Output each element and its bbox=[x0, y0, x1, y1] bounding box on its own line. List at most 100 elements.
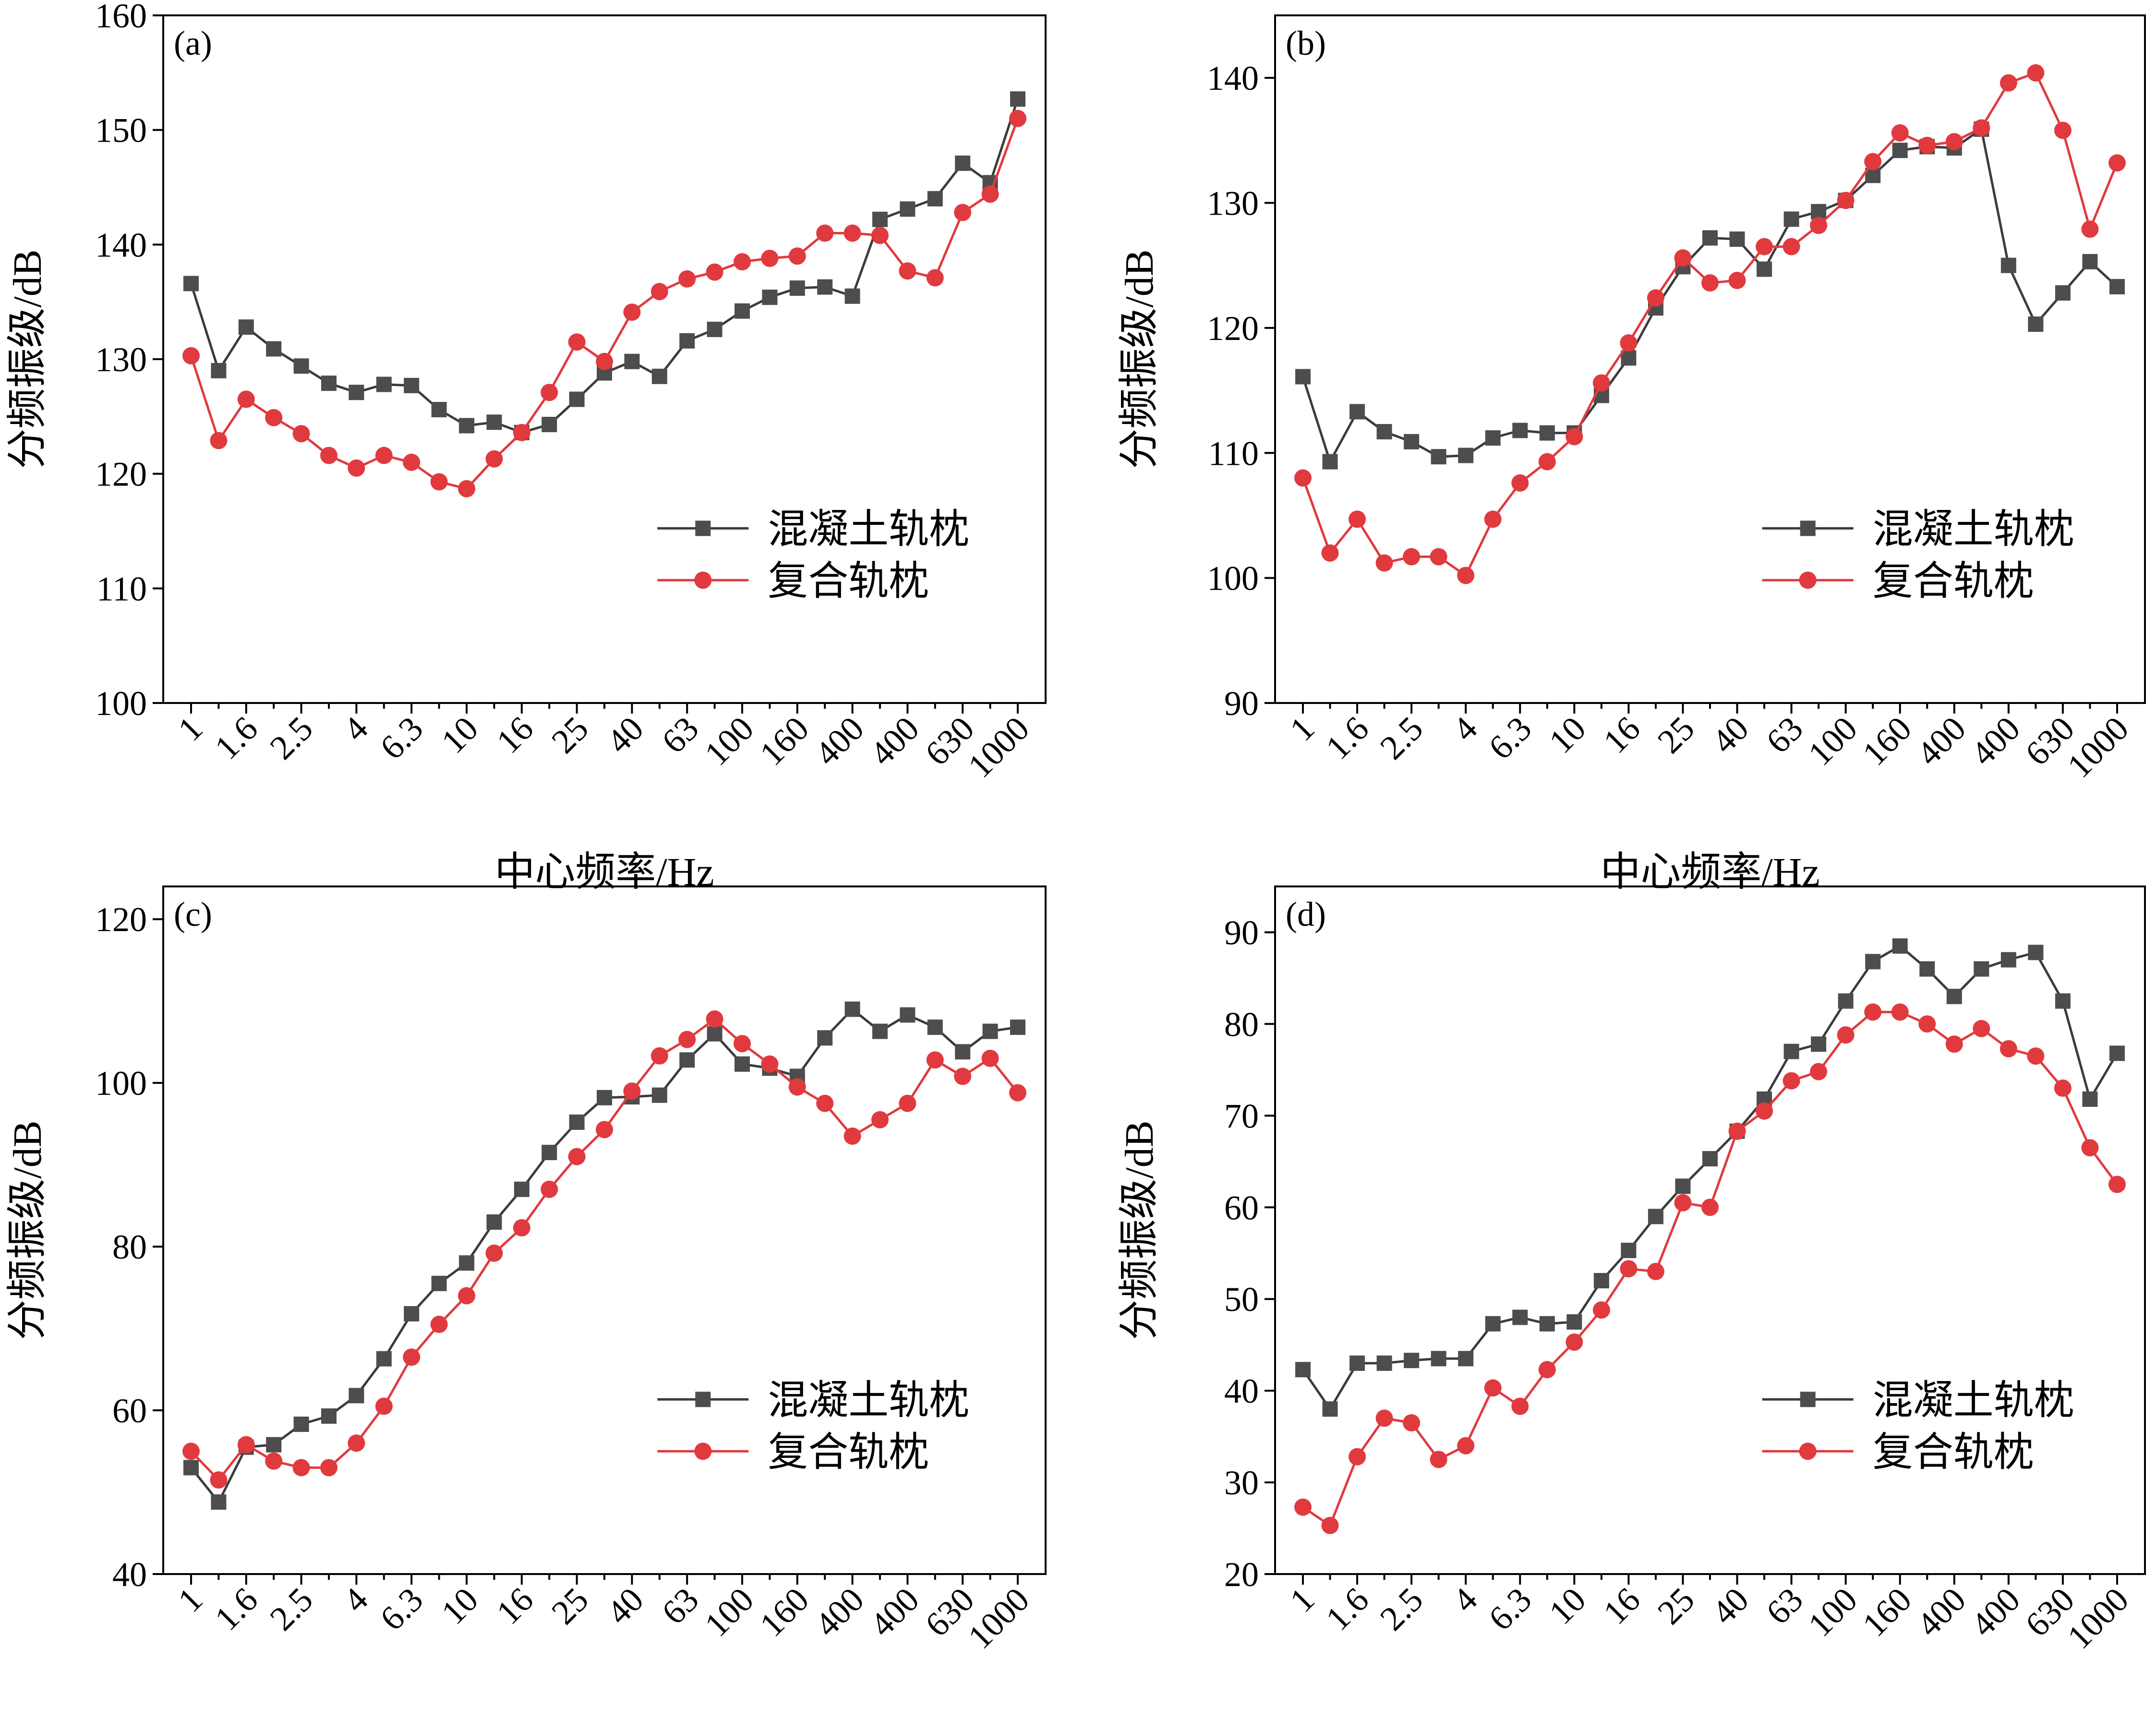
data-point bbox=[1702, 1151, 1718, 1167]
data-point bbox=[431, 1275, 447, 1291]
legend-marker-composite bbox=[1799, 571, 1817, 589]
data-point bbox=[1648, 1209, 1663, 1224]
data-point bbox=[1621, 1243, 1637, 1259]
data-point bbox=[349, 1388, 364, 1404]
data-point bbox=[1539, 1316, 1555, 1332]
legend-marker-concrete bbox=[1800, 1392, 1816, 1407]
series-composite-sleeper bbox=[1294, 1003, 2126, 1534]
data-point bbox=[789, 280, 805, 296]
series-composite-sleeper bbox=[1294, 64, 2126, 584]
data-point bbox=[844, 288, 860, 304]
y-tick-label: 130 bbox=[95, 340, 147, 379]
data-point bbox=[1403, 548, 1421, 566]
y-tick-label: 80 bbox=[1224, 1005, 1259, 1043]
data-point bbox=[1430, 548, 1447, 566]
y-tick-label: 30 bbox=[1224, 1464, 1259, 1502]
data-point bbox=[1701, 274, 1719, 292]
data-point bbox=[403, 453, 421, 471]
data-point bbox=[1728, 271, 1746, 289]
data-point bbox=[320, 1459, 337, 1477]
data-point bbox=[430, 473, 448, 491]
series-concrete-sleeper bbox=[183, 1001, 1025, 1510]
y-tick-label: 120 bbox=[95, 455, 147, 494]
data-point bbox=[2082, 1091, 2098, 1107]
data-point bbox=[843, 1127, 861, 1145]
data-point bbox=[1010, 1019, 1025, 1035]
data-point bbox=[679, 333, 695, 349]
data-point bbox=[1864, 1003, 1882, 1021]
data-point bbox=[237, 390, 255, 408]
y-tick-label: 120 bbox=[1207, 309, 1259, 348]
data-point bbox=[981, 185, 999, 203]
data-point bbox=[431, 402, 447, 418]
data-point bbox=[1973, 119, 1990, 137]
data-point bbox=[1010, 91, 1025, 107]
data-point bbox=[761, 249, 779, 267]
data-point bbox=[266, 1437, 282, 1453]
data-point bbox=[1431, 1351, 1446, 1367]
data-point bbox=[1919, 961, 1935, 977]
data-point bbox=[624, 353, 640, 369]
data-point bbox=[1783, 238, 1800, 255]
data-point bbox=[734, 1035, 751, 1053]
y-tick-label: 90 bbox=[1224, 684, 1259, 723]
data-point bbox=[541, 1180, 558, 1198]
data-point bbox=[348, 1434, 365, 1452]
data-point bbox=[762, 290, 778, 305]
legend-label-composite: 复合轨枕 bbox=[768, 1430, 929, 1475]
data-point bbox=[211, 1494, 227, 1510]
data-point bbox=[597, 1090, 612, 1105]
data-point bbox=[376, 376, 392, 392]
data-point bbox=[651, 1087, 667, 1103]
data-point bbox=[1294, 1498, 1312, 1516]
legend-marker-composite bbox=[694, 1442, 712, 1460]
data-point bbox=[1321, 544, 1339, 562]
data-point bbox=[1458, 448, 1474, 463]
data-point bbox=[899, 1094, 916, 1112]
data-point bbox=[1322, 454, 1338, 470]
data-point bbox=[1811, 1036, 1827, 1052]
x-axis-title: 中心频率/Hz bbox=[1600, 850, 1819, 895]
data-point bbox=[927, 191, 943, 206]
data-point bbox=[569, 1114, 585, 1130]
data-point bbox=[1538, 453, 1556, 471]
panel-label: (b) bbox=[1286, 24, 1326, 62]
data-point bbox=[954, 1067, 972, 1085]
data-point bbox=[1404, 1353, 1420, 1369]
data-point bbox=[735, 303, 750, 319]
data-point bbox=[1674, 1194, 1692, 1212]
data-point bbox=[1674, 249, 1692, 267]
data-point bbox=[1891, 124, 1909, 142]
legend-marker-composite bbox=[1799, 1442, 1817, 1460]
y-tick-label: 70 bbox=[1224, 1097, 1259, 1135]
data-point bbox=[1757, 261, 1772, 277]
data-point bbox=[183, 276, 199, 291]
data-point bbox=[596, 1121, 613, 1139]
data-point bbox=[182, 347, 200, 364]
data-point bbox=[376, 1351, 392, 1367]
data-point bbox=[1295, 1362, 1311, 1378]
data-point bbox=[900, 201, 915, 217]
data-point bbox=[293, 1417, 309, 1432]
y-tick-label: 110 bbox=[96, 570, 147, 608]
data-point bbox=[375, 447, 393, 464]
data-point bbox=[1783, 1072, 1800, 1090]
data-point bbox=[1512, 1309, 1528, 1325]
data-point bbox=[596, 352, 613, 370]
data-point bbox=[349, 385, 364, 400]
data-point bbox=[1349, 1355, 1365, 1371]
data-point bbox=[1322, 1401, 1338, 1417]
data-point bbox=[816, 224, 834, 242]
y-tick-label: 80 bbox=[112, 1228, 147, 1266]
y-tick-label: 140 bbox=[1207, 59, 1259, 97]
data-point bbox=[788, 1078, 806, 1096]
data-point bbox=[871, 1111, 889, 1128]
data-point bbox=[1647, 289, 1664, 307]
data-point bbox=[486, 1214, 502, 1230]
data-point bbox=[1892, 143, 1908, 158]
data-point bbox=[1620, 334, 1638, 352]
data-point bbox=[1566, 1314, 1582, 1330]
data-point bbox=[2081, 1139, 2099, 1157]
